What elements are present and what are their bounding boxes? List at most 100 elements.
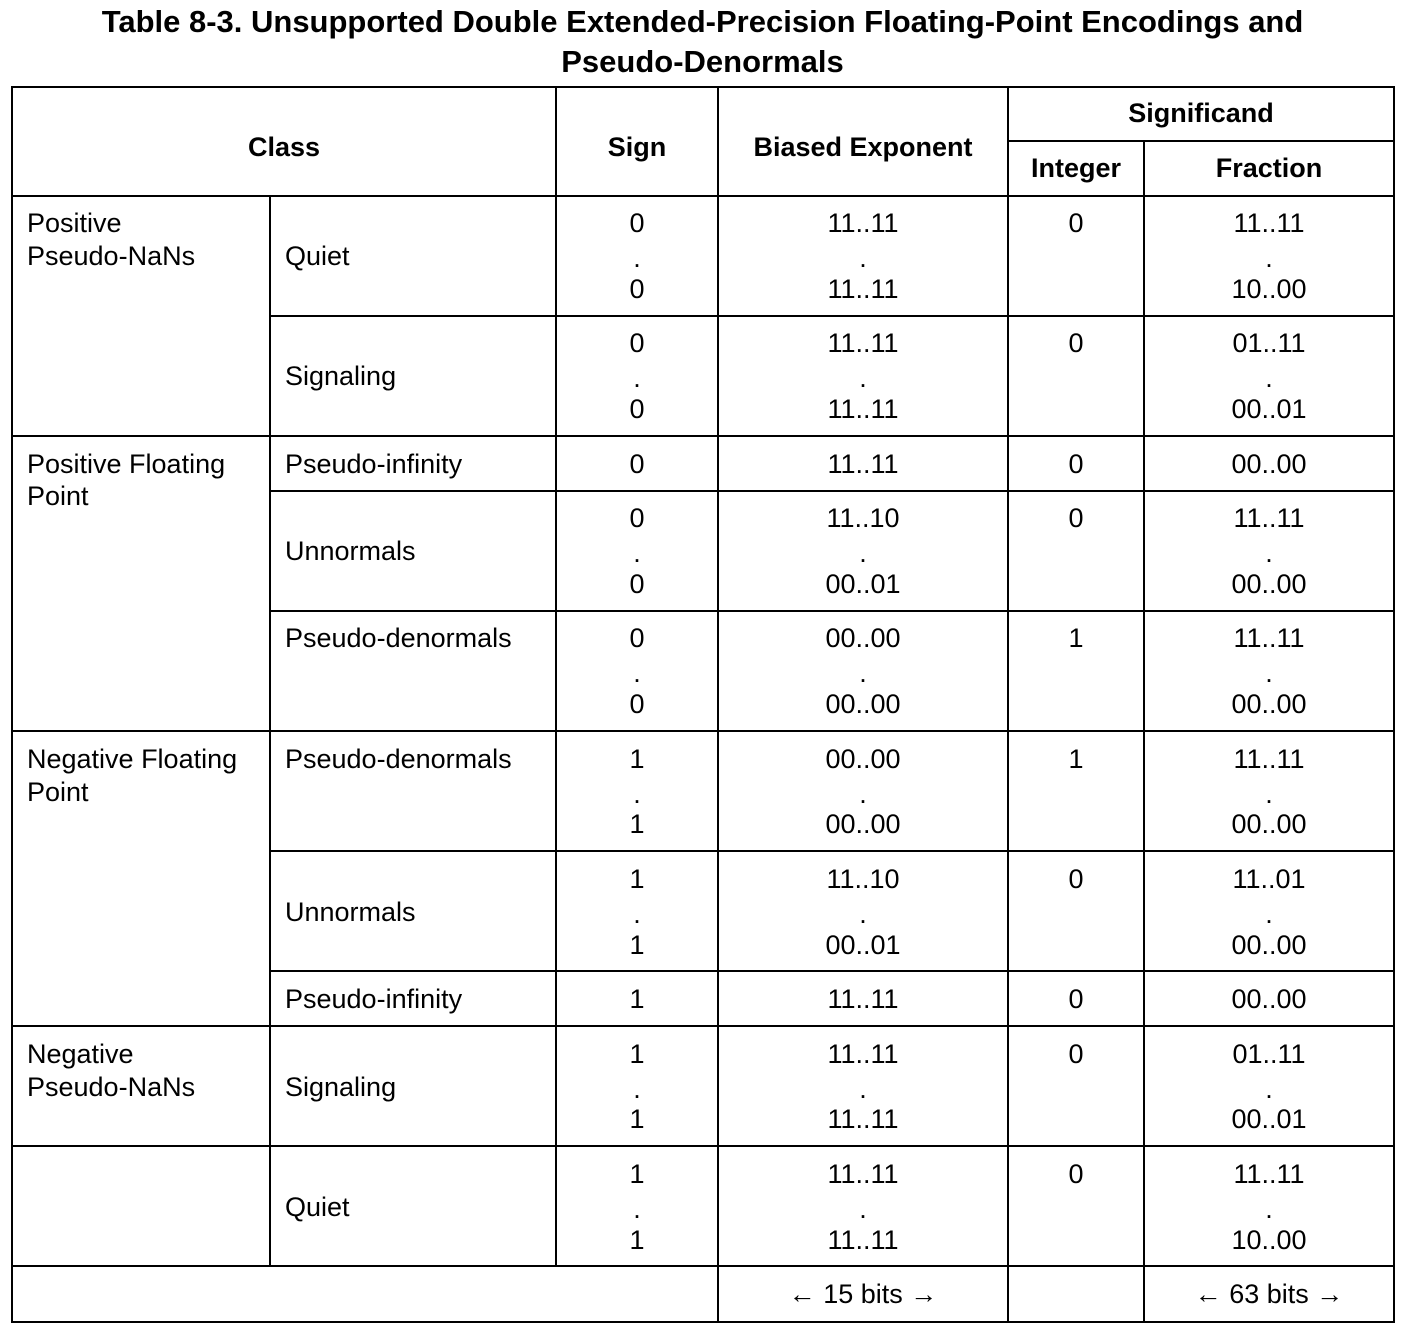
range-dot: . [1265, 779, 1273, 809]
sign-value: 0 [629, 328, 645, 358]
fraction-value: 10..00 [1231, 1225, 1307, 1255]
integer-value: 1 [1068, 623, 1084, 653]
exponent-value: 11..11 [827, 984, 899, 1014]
group-label: Pseudo-NaNs [27, 241, 196, 271]
range-dot: . [633, 538, 641, 568]
header-fraction: Fraction [1215, 153, 1323, 183]
exponent-value: 11..11 [827, 328, 899, 358]
range-dot: . [633, 899, 641, 929]
header-sign: Sign [607, 132, 667, 162]
fraction-value: 00..00 [1231, 984, 1307, 1014]
sign-value: 1 [629, 864, 645, 894]
range-dot: . [859, 1074, 867, 1104]
exponent-value: 00..01 [825, 569, 901, 599]
sign-value: 0 [629, 394, 645, 424]
sign-value: 1 [629, 1104, 645, 1134]
integer-value: 0 [1068, 984, 1084, 1014]
sign-value: 1 [629, 1039, 645, 1069]
fraction-value: 01..11 [1232, 1039, 1306, 1069]
fraction-value: 01..11 [1232, 328, 1306, 358]
range-dot: . [859, 363, 867, 393]
exponent-value: 11..11 [827, 449, 899, 479]
header-integer: Integer [1030, 153, 1122, 183]
exponent-value: 11..11 [827, 1225, 899, 1255]
caption-line-2: Pseudo-Denormals [561, 44, 844, 79]
sign-value: 1 [629, 984, 645, 1014]
exponent-value: 11..11 [827, 274, 899, 304]
range-dot: . [859, 538, 867, 568]
range-dot: . [1265, 658, 1273, 688]
subclass-label: Signaling [285, 1072, 397, 1102]
fraction-value: 11..01 [1232, 864, 1306, 894]
sign-value: 0 [629, 623, 645, 653]
fraction-width-label: ← 63 bits → [1194, 1279, 1344, 1309]
sign-value: 1 [629, 1225, 645, 1255]
range-dot: . [859, 658, 867, 688]
range-dot: . [1265, 243, 1273, 273]
subclass-label: Pseudo-denormals [285, 744, 512, 774]
fraction-value: 00..01 [1231, 1104, 1307, 1134]
subclass-label: Pseudo-denormals [285, 623, 512, 653]
fraction-value: 00..00 [1231, 689, 1307, 719]
group-label: Point [27, 777, 89, 807]
range-dot: . [859, 1194, 867, 1224]
sign-value: 0 [629, 208, 645, 238]
exponent-value: 00..00 [825, 689, 901, 719]
subclass-label: Quiet [285, 241, 350, 271]
fraction-value: 11..11 [1233, 1159, 1305, 1189]
integer-value: 0 [1068, 208, 1084, 238]
integer-value: 1 [1068, 744, 1084, 774]
range-dot: . [1265, 363, 1273, 393]
subclass-label: Quiet [285, 1192, 350, 1222]
sign-value: 0 [629, 503, 645, 533]
exponent-value: 11..11 [827, 1039, 899, 1069]
fraction-value: 11..11 [1233, 623, 1305, 653]
exponent-value: 11..10 [826, 864, 900, 894]
group-label: Negative Floating [27, 744, 238, 774]
fraction-value: 00..00 [1231, 930, 1307, 960]
exponent-value: 11..11 [827, 208, 899, 238]
range-dot: . [633, 1074, 641, 1104]
integer-value: 0 [1068, 864, 1084, 894]
exponent-value: 11..11 [827, 394, 899, 424]
sign-value: 1 [629, 930, 645, 960]
group-label: Negative [27, 1039, 134, 1069]
header-significand: Significand [1128, 98, 1274, 128]
range-dot: . [633, 1194, 641, 1224]
subclass-label: Pseudo-infinity [285, 984, 463, 1014]
sign-value: 1 [629, 1159, 645, 1189]
fraction-value: 11..11 [1233, 744, 1305, 774]
sign-value: 1 [629, 744, 645, 774]
caption-line-1: Table 8-3. Unsupported Double Extended-P… [101, 4, 1304, 39]
sign-value: 0 [629, 569, 645, 599]
range-dot: . [1265, 899, 1273, 929]
subclass-label: Unnormals [285, 536, 416, 566]
integer-value: 0 [1068, 503, 1084, 533]
exponent-value: 00..00 [825, 744, 901, 774]
header-class: Class [247, 132, 321, 162]
fraction-value: 00..00 [1231, 449, 1307, 479]
range-dot: . [633, 243, 641, 273]
fraction-value: 11..11 [1233, 503, 1305, 533]
exponent-width-label: ← 15 bits → [788, 1279, 938, 1309]
fraction-value: 00..00 [1231, 809, 1307, 839]
group-label: Pseudo-NaNs [27, 1072, 196, 1102]
sign-value: 0 [629, 689, 645, 719]
range-dot: . [859, 243, 867, 273]
group-label: Point [27, 481, 89, 511]
header-biased-exponent: Biased Exponent [753, 132, 973, 162]
range-dot: . [1265, 1074, 1273, 1104]
range-dot: . [859, 899, 867, 929]
range-dot: . [633, 779, 641, 809]
exponent-value: 00..01 [825, 930, 901, 960]
sign-value: 0 [629, 449, 645, 479]
group-label: Positive [27, 208, 122, 238]
sign-value: 1 [629, 809, 645, 839]
sign-value: 0 [629, 274, 645, 304]
fraction-value: 00..01 [1231, 394, 1307, 424]
integer-value: 0 [1068, 1159, 1084, 1189]
subclass-label: Pseudo-infinity [285, 449, 463, 479]
fraction-value: 00..00 [1231, 569, 1307, 599]
fraction-value: 11..11 [1233, 208, 1305, 238]
